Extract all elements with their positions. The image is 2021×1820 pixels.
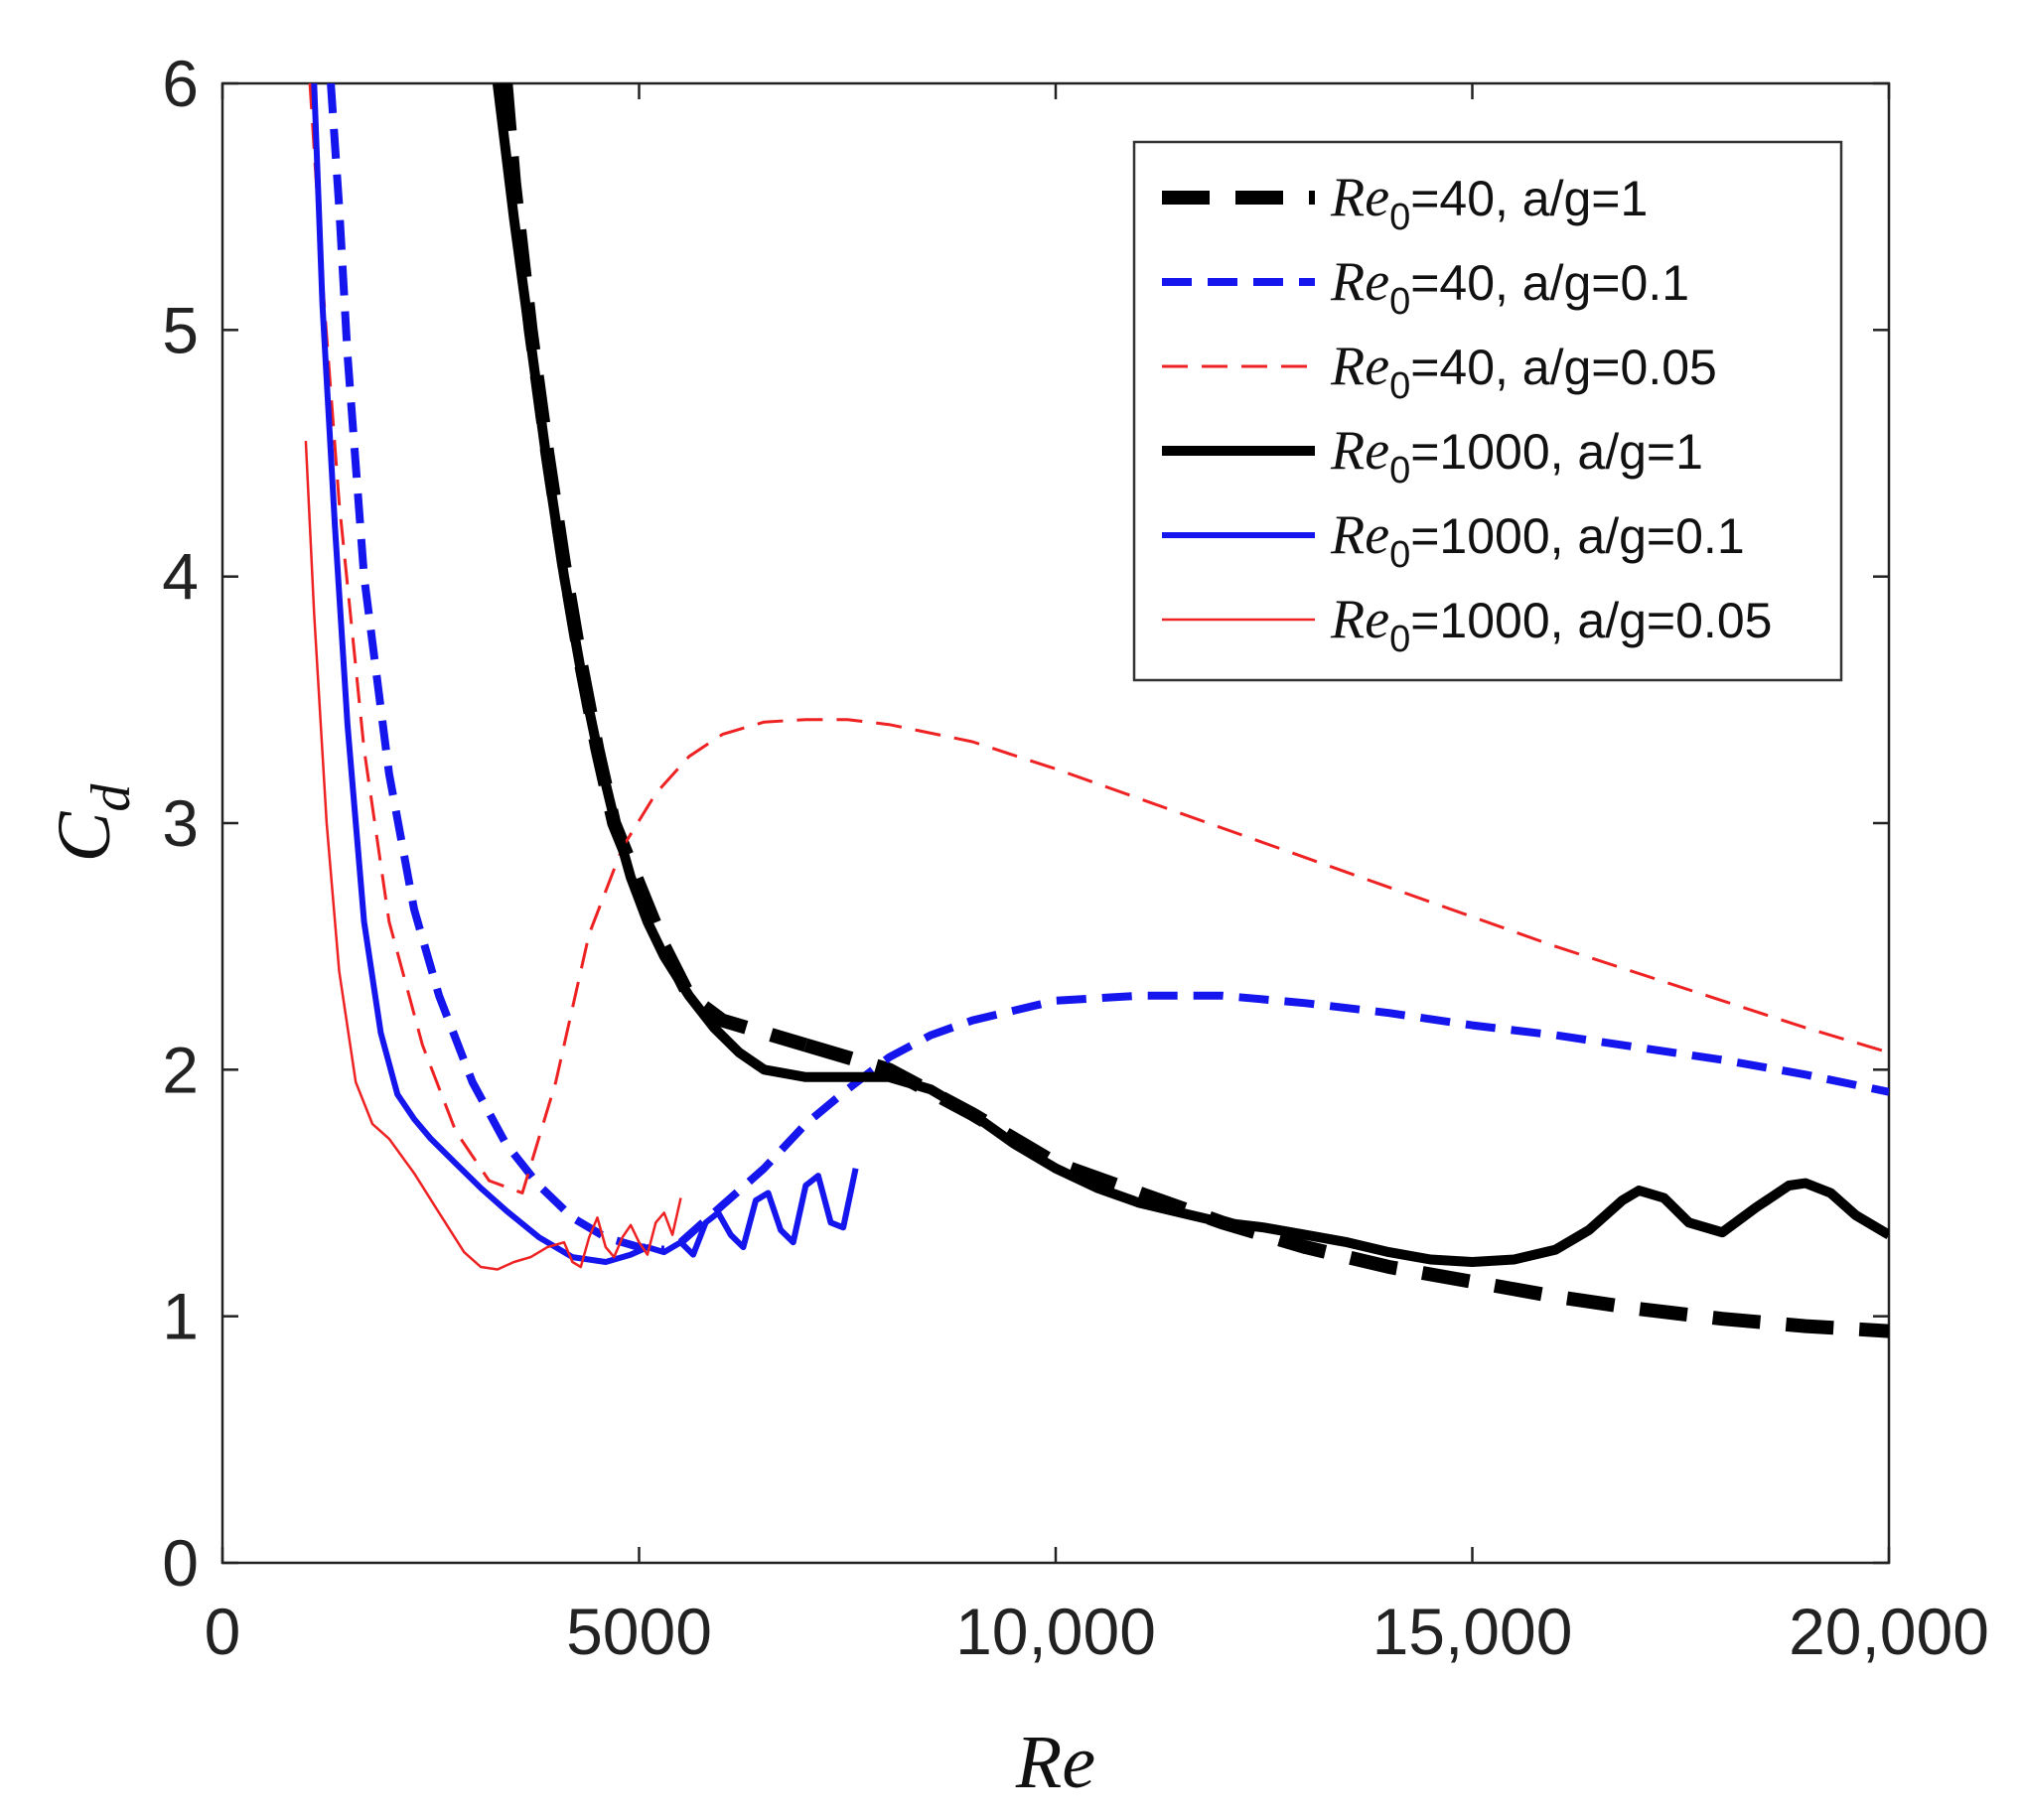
y-tick-label: 6 — [162, 47, 199, 120]
y-tick-label: 2 — [162, 1033, 199, 1106]
legend-label: Re0=40, a/g=1 — [1330, 167, 1648, 238]
series-line-re0-1000-a-g-1 — [492, 83, 1889, 1267]
y-tick-label: 3 — [162, 786, 199, 860]
x-tick-label: 20,000 — [1789, 1595, 1989, 1668]
y-tick-label: 5 — [162, 293, 199, 366]
x-tick-label: 0 — [205, 1595, 241, 1668]
axis-ticks: 0 5000 10,000 15,000 20,000 0 1 2 3 4 5 6 — [162, 47, 1989, 1668]
y-axis-label-text: Cd — [43, 783, 142, 863]
series-line-re0-40-a-g-0-05 — [308, 83, 1889, 1194]
y-tick-label: 1 — [162, 1280, 199, 1353]
series-layer — [304, 83, 1889, 1338]
x-tick-label: 10,000 — [955, 1595, 1156, 1668]
legend-box — [1132, 140, 1843, 682]
series-line-re0-1000-a-g-0-05 — [304, 441, 682, 1271]
legend-label: Re0=40, a/g=0.05 — [1330, 336, 1717, 407]
series-line-re0-1000-a-g-0-1 — [311, 83, 859, 1265]
x-tick-label: 15,000 — [1372, 1595, 1573, 1668]
y-tick-label: 4 — [162, 540, 199, 614]
y-axis-label: Cd — [43, 783, 142, 863]
legend-label: Re0=1000, a/g=0.05 — [1330, 589, 1772, 660]
legend-label: Re0=40, a/g=0.1 — [1330, 251, 1689, 323]
series-line-re0-40-a-g-0-1 — [327, 83, 665, 1254]
y-tick-label: 0 — [162, 1526, 199, 1600]
x-tick-label: 5000 — [566, 1595, 712, 1668]
legend: Re0=40, a/g=1 Re0=40, a/g=0.1 Re0=40, a/g=… — [1132, 140, 1843, 682]
legend-label: Re0=1000, a/g=0.1 — [1330, 504, 1745, 576]
legend-label: Re0=1000, a/g=1 — [1330, 420, 1703, 491]
x-axis-label: Re — [1015, 1721, 1095, 1804]
series-line-re0-40-a-g-1 — [499, 83, 808, 1052]
